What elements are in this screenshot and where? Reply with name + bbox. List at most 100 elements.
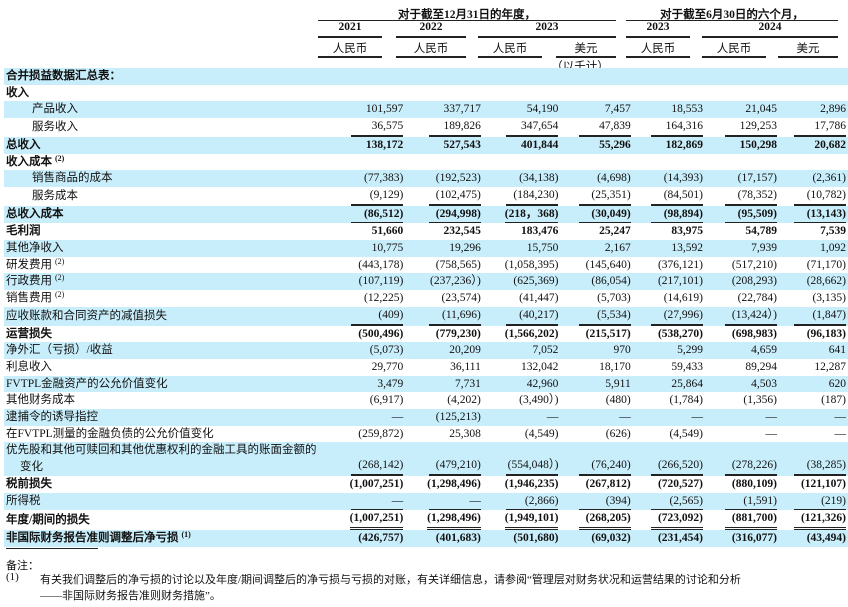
value-cell: 17,786 bbox=[779, 118, 848, 137]
row-label-text: 在FVTPL测量的金融负债的公允价值变化 bbox=[6, 427, 214, 440]
value-cell: 54,789 bbox=[705, 223, 779, 240]
value: (215,517) bbox=[585, 327, 631, 340]
value: 25,247 bbox=[599, 225, 631, 238]
value-cell: (626) bbox=[560, 426, 632, 443]
value-cell: 20,682 bbox=[778, 136, 848, 154]
table-row: 应收账款和合同资产的减值损失 (409) (11,696) (40,217) (5,53… bbox=[4, 306, 848, 326]
value: (25,351) bbox=[578, 187, 631, 206]
value-cell: 164,316 bbox=[633, 118, 705, 137]
value-cell: 7,939 bbox=[705, 240, 779, 257]
value-cell: (13,424）) bbox=[705, 306, 779, 326]
value-cell: 150,298 bbox=[705, 136, 779, 154]
value-cell: (121,107) bbox=[779, 476, 848, 493]
value: (4,549) bbox=[669, 427, 703, 440]
value-cell: (237,236）) bbox=[405, 273, 483, 291]
value-cell: 89,294 bbox=[705, 359, 779, 376]
value: (43,494) bbox=[806, 531, 846, 544]
value: (266,520) bbox=[651, 457, 703, 476]
row-label: 优先股和其他可赎回和其他优惠权利的金融工具的账面金额的 变化 bbox=[4, 442, 342, 476]
value-cell: (2,565) bbox=[632, 492, 705, 511]
value-cell: 25,247 bbox=[560, 223, 632, 240]
value: (218，368) bbox=[504, 206, 559, 224]
value-cell: (84,501) bbox=[633, 187, 705, 206]
value-cell: (218，368) bbox=[482, 205, 561, 224]
value-cell: (69,032) bbox=[560, 529, 633, 547]
value: (28,662) bbox=[806, 275, 846, 288]
value: 3,479 bbox=[377, 377, 404, 390]
value: (1,356) bbox=[743, 394, 777, 407]
value: (2,361) bbox=[812, 172, 846, 185]
value: — bbox=[691, 411, 704, 424]
row-label-text: 服务收入 bbox=[32, 121, 78, 134]
value: (96,183) bbox=[806, 327, 846, 340]
value: 5,911 bbox=[605, 377, 631, 390]
value: (13,424）) bbox=[724, 307, 777, 326]
footnote-text: 有关我们调整后的净亏损的讨论以及年度/期间调整后的净亏损与亏损的对账，有关详细信… bbox=[40, 574, 741, 586]
value: 36,575 bbox=[351, 118, 404, 137]
header-rule bbox=[702, 36, 838, 38]
value: (3,135) bbox=[812, 292, 846, 305]
value-cell bbox=[632, 68, 705, 85]
value: (779,230) bbox=[435, 327, 481, 340]
header-year: 2024 bbox=[758, 21, 782, 33]
value-cell bbox=[705, 85, 779, 102]
header-year: 2023 bbox=[535, 21, 559, 33]
value: — bbox=[391, 411, 404, 424]
value: — bbox=[546, 411, 559, 424]
table-row: 年度/期间的损失 (1,007,251) (1,298,496) (1,949,101… bbox=[4, 510, 848, 530]
value-cell: (30,049) bbox=[560, 205, 633, 224]
value: 83,975 bbox=[671, 225, 703, 238]
value: (76,240) bbox=[578, 457, 631, 476]
value-cell: 54,190 bbox=[482, 101, 561, 119]
value: 25,308 bbox=[449, 427, 481, 440]
value-cell: — bbox=[482, 409, 561, 426]
value: 132,042 bbox=[521, 360, 559, 373]
value-cell: (208,293) bbox=[705, 273, 779, 291]
value-cell: (1,298,496) bbox=[405, 510, 483, 530]
value-cell: 5,911 bbox=[560, 375, 633, 393]
value-cell: (723,092) bbox=[633, 510, 705, 530]
table-row: 总收入 138,172 527,543 401,844 55,296 182,869 150… bbox=[4, 136, 848, 154]
value: (1,298,496) bbox=[427, 477, 481, 490]
value: 7,457 bbox=[604, 103, 631, 116]
row-label-text: 利息收入 bbox=[6, 360, 52, 373]
value-cell: 13,592 bbox=[632, 240, 705, 257]
row-label-text: 税前损失 bbox=[6, 477, 52, 490]
value: (34,138) bbox=[519, 172, 559, 185]
value: 19,296 bbox=[449, 242, 481, 255]
value-cell: 29,770 bbox=[341, 359, 405, 376]
row-label: 年度/期间的损失 bbox=[4, 510, 341, 530]
table-row: 运营损失 (500,496) (779,230) (1,566,202) (215,51… bbox=[4, 326, 848, 343]
value: 25,864 bbox=[671, 377, 703, 390]
value-cell: 189,826 bbox=[405, 118, 483, 137]
value: (12,225) bbox=[363, 292, 404, 305]
value-cell: (25,351) bbox=[560, 187, 632, 206]
value: (1,007,251) bbox=[349, 477, 404, 490]
value-cell: 18,553 bbox=[632, 101, 705, 119]
value-cell: 5,299 bbox=[632, 342, 705, 359]
value-cell: (1,946,235) bbox=[483, 476, 561, 493]
header-currency: 人民币 bbox=[413, 43, 449, 55]
value: 182,869 bbox=[665, 138, 703, 151]
value: (187) bbox=[821, 394, 846, 407]
value: (121,326) bbox=[794, 510, 846, 530]
header-currency: 人民币 bbox=[332, 43, 368, 55]
value: (5,534) bbox=[578, 307, 631, 326]
value-cell: (538,270) bbox=[633, 326, 705, 343]
value-cell: 20,209 bbox=[405, 342, 483, 359]
table-row: 在FVTPL测量的金融负债的公允价值变化 (259,872) 25,308 (4,54… bbox=[4, 426, 848, 443]
value: 337,717 bbox=[443, 103, 481, 116]
row-label-text: 逮捕令的诱导指控 bbox=[6, 411, 98, 424]
header-currency: 人民币 bbox=[492, 43, 528, 55]
value-cell: 42,960 bbox=[482, 375, 561, 393]
header-rule bbox=[318, 56, 382, 58]
value: — bbox=[765, 411, 777, 424]
row-label-text: 优先股和其他可赎回和其他优惠权利的金融工具的账面金额的 bbox=[6, 444, 317, 457]
row-label: 合并损益数据汇总表： bbox=[4, 68, 342, 85]
value: 101,597 bbox=[365, 103, 404, 116]
value-cell: 182,869 bbox=[632, 136, 705, 154]
value-cell bbox=[778, 68, 848, 85]
value-cell bbox=[483, 85, 561, 102]
value-cell: (779,230) bbox=[405, 326, 483, 343]
value: (268,142) bbox=[351, 457, 404, 476]
